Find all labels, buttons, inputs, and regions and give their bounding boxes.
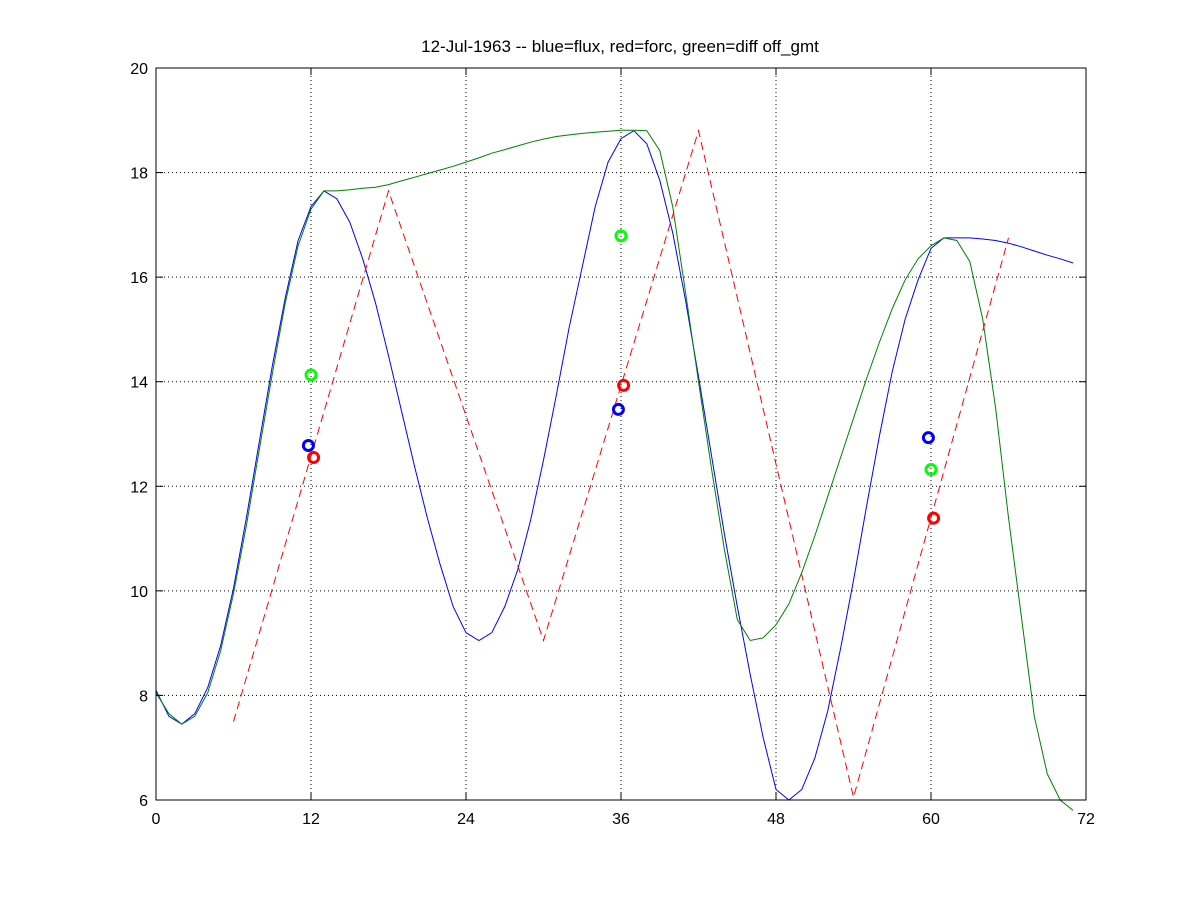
x-tick-label: 48 (767, 811, 785, 828)
x-tick-label: 12 (302, 811, 320, 828)
marker-point (301, 439, 315, 453)
marker-point (924, 463, 938, 477)
y-tick-label: 14 (130, 375, 148, 392)
series-line-0 (155, 130, 1074, 801)
x-tick-label: 72 (1077, 811, 1095, 828)
y-tick-label: 20 (130, 61, 148, 78)
series-line-2 (233, 128, 1009, 798)
y-tick-label: 8 (139, 688, 148, 705)
marker-point (614, 229, 628, 243)
y-tick-label: 18 (130, 166, 148, 183)
x-tick-label: 60 (922, 811, 940, 828)
y-tick-label: 10 (130, 584, 148, 601)
y-tick-label: 12 (130, 479, 148, 496)
y-tick-label: 16 (130, 270, 148, 287)
axis-ticks: 0 12 24 36 48 60 72 6 8 10 12 14 16 18 20 (130, 61, 1095, 828)
y-tick-label: 6 (139, 793, 148, 810)
series-group (155, 128, 1074, 811)
x-tick-label: 24 (457, 811, 475, 828)
marker-point (611, 402, 625, 416)
markers-group (301, 229, 941, 525)
x-tick-label: 0 (152, 811, 161, 828)
marker-point (304, 368, 318, 382)
series-line-1 (155, 129, 1074, 811)
marker-point (617, 378, 631, 392)
marker-point (921, 431, 935, 445)
x-tick-label: 36 (612, 811, 630, 828)
marker-point (307, 451, 321, 465)
chart-title: 12-Jul-1963 -- blue=flux, red=forc, gree… (421, 37, 819, 56)
marker-point (927, 511, 941, 525)
